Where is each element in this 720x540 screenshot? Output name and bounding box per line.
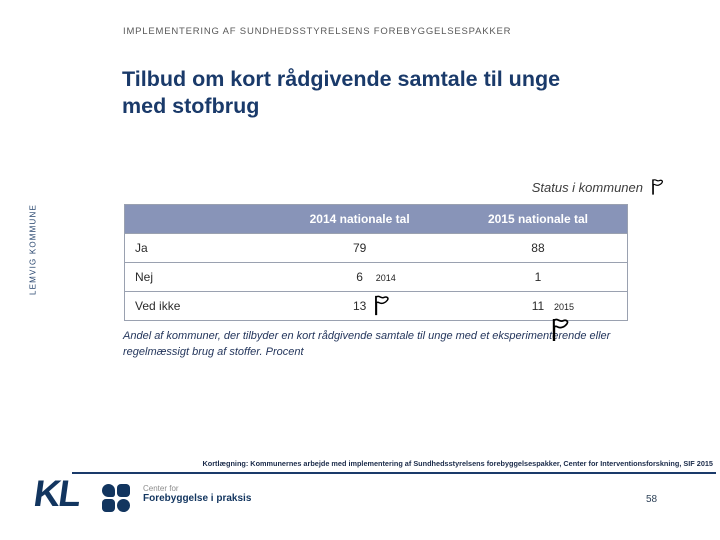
logo-text-bottom: Forebyggelse i praksis: [143, 493, 252, 504]
value-note: 2014: [375, 273, 396, 283]
table-row: Ved ikke 13 11 2015: [124, 291, 628, 321]
flag-icon: [547, 317, 571, 343]
value-text: 13: [352, 299, 367, 313]
flag-icon: [370, 294, 391, 317]
logo-text-top: Center for: [143, 484, 179, 493]
table-header-empty: [124, 204, 271, 234]
logo-shape: [102, 484, 115, 497]
kl-logo: KL: [31, 473, 83, 514]
center-for-forebyggelse-logo-icon: [102, 484, 130, 512]
value-text: 79: [352, 241, 367, 255]
table-row: Nej 6 2014 1: [124, 262, 628, 292]
status-label: Status i kommunen: [531, 179, 643, 195]
table-header-2014: 2014 nationale tal: [270, 204, 449, 234]
source-note: Kortlægning: Kommunernes arbejde med imp…: [202, 459, 713, 468]
row-label: Nej: [124, 262, 271, 292]
logo-shape: [117, 484, 130, 497]
status-line: Status i kommunen: [440, 178, 665, 196]
flag-icon: [648, 178, 665, 196]
results-table: 2014 nationale tal 2015 nationale tal Ja…: [124, 204, 628, 321]
row-label: Ved ikke: [124, 291, 271, 321]
table-caption: Andel af kommuner, der tilbyder en kort …: [123, 329, 720, 360]
value-2014: 79: [270, 233, 449, 263]
value-text: 11: [531, 299, 545, 313]
footer-divider: [72, 472, 716, 474]
page-title: Tilbud om kort rådgivende samtale til un…: [122, 66, 662, 120]
page-title-line2: med stofbrug: [122, 94, 260, 118]
value-note: 2015: [553, 302, 575, 312]
value-text: 88: [531, 241, 545, 255]
municipality-label: LEMVIG KOMMUNE: [28, 203, 38, 296]
page-title-line1: Tilbud om kort rådgivende samtale til un…: [122, 67, 561, 91]
value-2015: 88: [448, 233, 628, 263]
value-text: 1: [534, 270, 542, 284]
value-2014: 13: [270, 291, 449, 321]
value-text: 6: [356, 270, 363, 284]
table-row: Ja 79 88: [124, 233, 628, 263]
caption-line2: regelmæssigt brug af stoffer. Procent: [123, 345, 304, 358]
row-label: Ja: [124, 233, 271, 263]
logo-shape: [117, 499, 130, 512]
value-2014: 6 2014: [270, 262, 449, 292]
value-2015: 1: [448, 262, 628, 292]
kicker: IMPLEMENTERING AF SUNDHEDSSTYRELSENS FOR…: [123, 26, 512, 37]
table-header-row: 2014 nationale tal 2015 nationale tal: [124, 204, 628, 234]
value-2015: 11 2015: [448, 291, 628, 321]
caption-line1: Andel af kommuner, der tilbyder en kort …: [123, 330, 611, 342]
page-number: 58: [646, 494, 658, 505]
logo-shape: [102, 499, 115, 512]
table-header-2015: 2015 nationale tal: [448, 204, 628, 234]
